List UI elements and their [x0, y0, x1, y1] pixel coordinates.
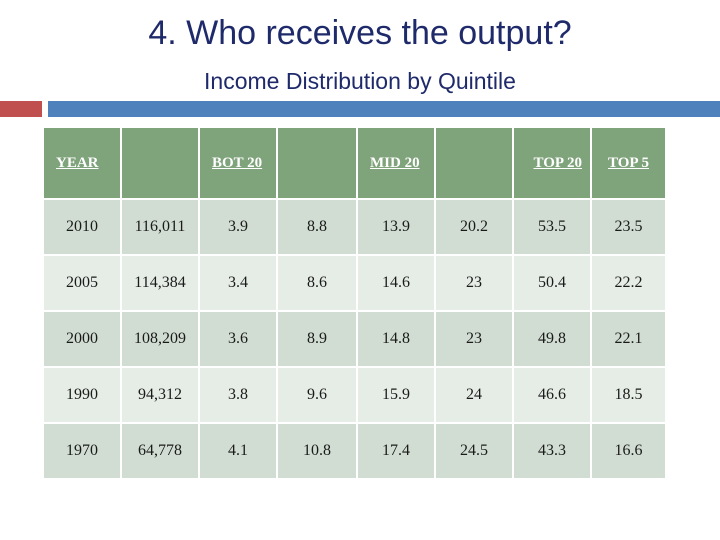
header-top5: TOP 5	[590, 126, 667, 200]
table-header-row: YEAR BOT 20 MID 20 TOP 20 TOP 5	[42, 126, 667, 200]
cell-income: 114,384	[120, 254, 200, 312]
cell-top20: 46.6	[512, 366, 592, 424]
header-top20: TOP 20	[512, 126, 592, 200]
cell-q4: 23	[434, 254, 514, 312]
cell-year: 1990	[42, 366, 122, 424]
accent-bar-red	[0, 101, 42, 117]
cell-top20: 43.3	[512, 422, 592, 480]
cell-year: 2010	[42, 198, 122, 256]
cell-q4: 24	[434, 366, 514, 424]
cell-q3: 17.4	[356, 422, 436, 480]
slide-subtitle: Income Distribution by Quintile	[204, 68, 516, 94]
cell-q1: 3.9	[198, 198, 278, 256]
header-blank-1	[120, 126, 200, 200]
cell-q4: 20.2	[434, 198, 514, 256]
table-row: 2005 114,384 3.4 8.6 14.6 23 50.4 22.2	[42, 254, 667, 312]
cell-income: 64,778	[120, 422, 200, 480]
header-bot20: BOT 20	[198, 126, 278, 200]
cell-q2: 8.9	[276, 310, 358, 368]
cell-year: 2000	[42, 310, 122, 368]
income-distribution-table: YEAR BOT 20 MID 20 TOP 20 TOP 5 2010 116…	[42, 126, 667, 480]
cell-income: 116,011	[120, 198, 200, 256]
cell-q3: 13.9	[356, 198, 436, 256]
cell-year: 2005	[42, 254, 122, 312]
cell-income: 94,312	[120, 366, 200, 424]
cell-q3: 14.8	[356, 310, 436, 368]
table-row: 1970 64,778 4.1 10.8 17.4 24.5 43.3 16.6	[42, 422, 667, 480]
table-row: 1990 94,312 3.8 9.6 15.9 24 46.6 18.5	[42, 366, 667, 424]
header-mid20: MID 20	[356, 126, 436, 200]
cell-q1: 3.4	[198, 254, 278, 312]
table-row: 2000 108,209 3.6 8.9 14.8 23 49.8 22.1	[42, 310, 667, 368]
cell-q1: 4.1	[198, 422, 278, 480]
header-blank-3	[276, 126, 358, 200]
cell-q1: 3.6	[198, 310, 278, 368]
cell-q4: 23	[434, 310, 514, 368]
header-blank-5	[434, 126, 514, 200]
cell-year: 1970	[42, 422, 122, 480]
cell-top5: 23.5	[590, 198, 667, 256]
cell-q2: 9.6	[276, 366, 358, 424]
cell-q4: 24.5	[434, 422, 514, 480]
cell-top5: 22.2	[590, 254, 667, 312]
cell-q2: 8.8	[276, 198, 358, 256]
cell-top5: 18.5	[590, 366, 667, 424]
cell-top5: 16.6	[590, 422, 667, 480]
cell-q2: 10.8	[276, 422, 358, 480]
cell-top20: 50.4	[512, 254, 592, 312]
cell-q3: 15.9	[356, 366, 436, 424]
cell-q1: 3.8	[198, 366, 278, 424]
accent-bar-blue	[48, 101, 720, 117]
table-row: 2010 116,011 3.9 8.8 13.9 20.2 53.5 23.5	[42, 198, 667, 256]
cell-top20: 53.5	[512, 198, 592, 256]
cell-top5: 22.1	[590, 310, 667, 368]
header-year: YEAR	[42, 126, 122, 200]
slide-title: 4. Who receives the output?	[148, 14, 572, 52]
cell-q2: 8.6	[276, 254, 358, 312]
cell-q3: 14.6	[356, 254, 436, 312]
cell-top20: 49.8	[512, 310, 592, 368]
cell-income: 108,209	[120, 310, 200, 368]
